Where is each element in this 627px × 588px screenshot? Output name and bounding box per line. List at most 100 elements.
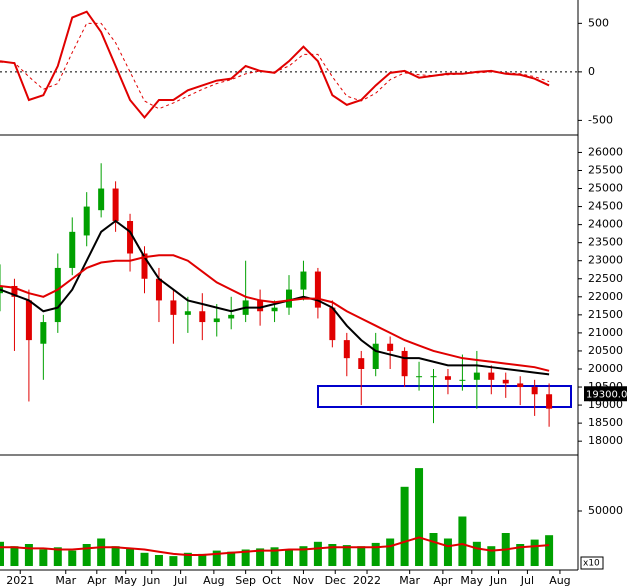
volume-bar <box>256 548 265 566</box>
volume-bar <box>429 533 438 566</box>
y-tick-label: 19000 <box>588 398 623 411</box>
candle-body <box>444 376 451 380</box>
volume-bar <box>24 544 33 566</box>
candle-body <box>170 300 177 315</box>
x-tick-label: 2021 <box>6 574 34 587</box>
volume-bar <box>458 516 467 566</box>
y-tick-label: 0 <box>588 65 595 78</box>
x-tick-label: Jul <box>520 574 534 587</box>
x-tick-label: Apr <box>433 574 453 587</box>
y-tick-label: 24500 <box>588 200 623 213</box>
volume-bar <box>342 545 351 566</box>
candle-body <box>112 188 119 222</box>
volume-bar <box>198 553 207 566</box>
unit-box <box>580 556 604 570</box>
candle-body <box>502 379 509 384</box>
volume-bar <box>472 541 481 566</box>
x-tick-label: Nov <box>293 574 315 587</box>
y-tick-label: 25000 <box>588 182 623 195</box>
candle-body <box>184 311 191 315</box>
volume-bar <box>68 550 77 566</box>
x-tick-label: Jul <box>173 574 187 587</box>
y-tick-label: 26000 <box>588 145 623 158</box>
candle-body <box>127 221 134 254</box>
volume-bar <box>126 548 135 566</box>
candle-body <box>98 188 105 211</box>
candle-body <box>473 372 480 380</box>
volume-bar <box>285 549 293 566</box>
candle-body <box>271 307 278 312</box>
candle-body <box>300 271 307 290</box>
candle-body <box>199 311 206 323</box>
y-tick-label: 20500 <box>588 344 623 357</box>
candle-body <box>329 307 336 341</box>
volume-bar <box>299 546 308 566</box>
volume-bar <box>386 538 395 566</box>
volume-bar <box>371 542 380 566</box>
volume-bar <box>357 546 366 566</box>
volume-bar <box>0 541 4 566</box>
line-series <box>0 22 550 110</box>
y-tick-label: 21000 <box>588 326 623 339</box>
y-tick-label: 25500 <box>588 163 623 176</box>
y-tick-label: 23500 <box>588 236 623 249</box>
candle-body <box>488 372 495 380</box>
volume-bar <box>212 550 221 566</box>
candle-body <box>387 343 394 351</box>
candle-body <box>155 278 162 301</box>
candle-body <box>358 358 365 369</box>
y-tick-label: 18500 <box>588 416 623 429</box>
y-tick-label: 22500 <box>588 272 623 285</box>
volume-bar <box>140 552 149 566</box>
volume-bar <box>82 544 91 566</box>
volume-bar <box>270 547 279 566</box>
volume-bar <box>530 539 539 566</box>
x-tick-label: Oct <box>262 574 282 587</box>
volume-bar <box>328 544 337 566</box>
volume-bar <box>53 547 62 566</box>
candle-body <box>69 231 76 268</box>
x-tick-label: Jun <box>489 574 507 587</box>
candle-body <box>40 322 47 344</box>
price-marker-box <box>584 386 627 402</box>
x-tick-label: Mar <box>399 574 420 587</box>
y-tick-label: 22000 <box>588 290 623 303</box>
candle-body <box>11 285 18 297</box>
price-marker-label: 19300.00 <box>586 389 627 400</box>
candle-body <box>54 267 61 323</box>
volume-unit: x10 <box>583 559 600 569</box>
volume-bar <box>443 538 452 566</box>
volume-bar <box>487 546 496 566</box>
x-tick-label: Apr <box>87 574 107 587</box>
x-tick-label: Aug <box>203 574 224 587</box>
x-tick-label: Aug <box>549 574 570 587</box>
volume-bar <box>183 552 192 566</box>
volume-bar <box>415 468 424 566</box>
candle-body <box>228 314 235 319</box>
volume-bar <box>545 535 554 566</box>
volume-bar <box>10 546 19 566</box>
volume-bar <box>227 551 236 566</box>
y-tick-label: 20000 <box>588 362 623 375</box>
candle-body <box>257 300 264 312</box>
candle-body <box>286 289 292 308</box>
candle-body <box>372 343 379 369</box>
volume-bar <box>400 486 409 566</box>
candle-body <box>531 387 538 395</box>
line-series <box>0 536 550 556</box>
x-tick-label: 2022 <box>353 574 381 587</box>
volume-bar <box>169 556 178 566</box>
y-tick-label: 50000 <box>588 504 623 517</box>
candle-body <box>343 340 350 359</box>
candle-body <box>459 379 466 381</box>
x-tick-label: Sep <box>235 574 256 587</box>
candle-body <box>83 206 90 236</box>
y-tick-label: 500 <box>588 16 609 29</box>
x-tick-label: May <box>460 574 483 587</box>
volume-bar <box>241 549 250 566</box>
candle-body <box>25 300 32 341</box>
y-tick-label: 21500 <box>588 308 623 321</box>
candle-body <box>517 383 524 388</box>
line-series <box>0 10 550 120</box>
